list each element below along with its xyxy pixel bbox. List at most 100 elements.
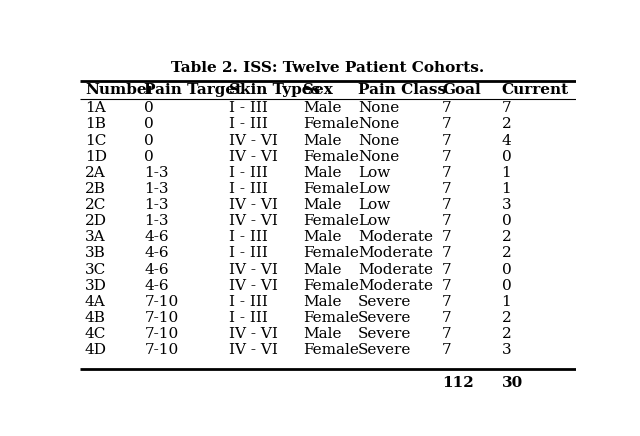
Text: 1: 1 [502,166,511,180]
Text: 7: 7 [442,150,452,164]
Text: 1-3: 1-3 [145,198,169,212]
Text: I - III: I - III [229,295,268,309]
Text: Sex: Sex [303,83,333,97]
Text: Pain Class: Pain Class [358,83,446,97]
Text: 2C: 2C [85,198,106,212]
Text: 2A: 2A [85,166,106,180]
Text: 3A: 3A [85,230,106,244]
Text: IV - VI: IV - VI [229,327,278,341]
Text: 1B: 1B [85,117,106,132]
Text: 2: 2 [502,311,511,325]
Text: Female: Female [303,279,359,293]
Text: None: None [358,150,399,164]
Text: 0: 0 [502,279,511,293]
Text: Female: Female [303,214,359,228]
Text: 4-6: 4-6 [145,246,169,260]
Text: 7: 7 [442,133,452,148]
Text: Male: Male [303,133,342,148]
Text: 0: 0 [145,133,154,148]
Text: Male: Male [303,295,342,309]
Text: Moderate: Moderate [358,246,433,260]
Text: 7: 7 [442,102,452,116]
Text: 0: 0 [145,117,154,132]
Text: Moderate: Moderate [358,262,433,276]
Text: Moderate: Moderate [358,279,433,293]
Text: 1C: 1C [85,133,106,148]
Text: 4-6: 4-6 [145,279,169,293]
Text: 2: 2 [502,230,511,244]
Text: Severe: Severe [358,327,411,341]
Text: 7: 7 [442,279,452,293]
Text: Moderate: Moderate [358,230,433,244]
Text: 7: 7 [442,311,452,325]
Text: Female: Female [303,150,359,164]
Text: 2: 2 [502,327,511,341]
Text: Low: Low [358,214,390,228]
Text: Low: Low [358,166,390,180]
Text: 7-10: 7-10 [145,311,179,325]
Text: None: None [358,102,399,116]
Text: I - III: I - III [229,117,268,132]
Text: 7: 7 [502,102,511,116]
Text: IV - VI: IV - VI [229,150,278,164]
Text: Low: Low [358,182,390,196]
Text: 3: 3 [502,198,511,212]
Text: Male: Male [303,198,342,212]
Text: 4A: 4A [85,295,106,309]
Text: 7-10: 7-10 [145,343,179,357]
Text: 7: 7 [442,246,452,260]
Text: 0: 0 [502,262,511,276]
Text: Pain Target: Pain Target [145,83,243,97]
Text: Female: Female [303,246,359,260]
Text: 0: 0 [145,150,154,164]
Text: 2D: 2D [85,214,107,228]
Text: IV - VI: IV - VI [229,133,278,148]
Text: 1D: 1D [85,150,107,164]
Text: 7: 7 [442,117,452,132]
Text: Male: Male [303,230,342,244]
Text: 7-10: 7-10 [145,295,179,309]
Text: Male: Male [303,166,342,180]
Text: None: None [358,133,399,148]
Text: 1-3: 1-3 [145,214,169,228]
Text: None: None [358,117,399,132]
Text: Table 2. ISS: Twelve Patient Cohorts.: Table 2. ISS: Twelve Patient Cohorts. [172,61,484,75]
Text: 112: 112 [442,376,474,390]
Text: 4C: 4C [85,327,106,341]
Text: 7: 7 [442,230,452,244]
Text: Low: Low [358,198,390,212]
Text: IV - VI: IV - VI [229,198,278,212]
Text: 1: 1 [502,182,511,196]
Text: I - III: I - III [229,166,268,180]
Text: Female: Female [303,343,359,357]
Text: 2: 2 [502,117,511,132]
Text: 1: 1 [502,295,511,309]
Text: I - III: I - III [229,230,268,244]
Text: I - III: I - III [229,246,268,260]
Text: IV - VI: IV - VI [229,262,278,276]
Text: 4: 4 [502,133,511,148]
Text: Female: Female [303,117,359,132]
Text: 7: 7 [442,343,452,357]
Text: 7: 7 [442,214,452,228]
Text: IV - VI: IV - VI [229,343,278,357]
Text: 0: 0 [502,214,511,228]
Text: 7: 7 [442,327,452,341]
Text: I - III: I - III [229,311,268,325]
Text: 3: 3 [502,343,511,357]
Text: Severe: Severe [358,343,411,357]
Text: 1-3: 1-3 [145,182,169,196]
Text: IV - VI: IV - VI [229,279,278,293]
Text: 1A: 1A [85,102,106,116]
Text: 3C: 3C [85,262,106,276]
Text: 7: 7 [442,295,452,309]
Text: Severe: Severe [358,311,411,325]
Text: 4-6: 4-6 [145,262,169,276]
Text: 7: 7 [442,262,452,276]
Text: I - III: I - III [229,102,268,116]
Text: IV - VI: IV - VI [229,214,278,228]
Text: Current: Current [502,83,569,97]
Text: Number: Number [85,83,155,97]
Text: Goal: Goal [442,83,481,97]
Text: Male: Male [303,262,342,276]
